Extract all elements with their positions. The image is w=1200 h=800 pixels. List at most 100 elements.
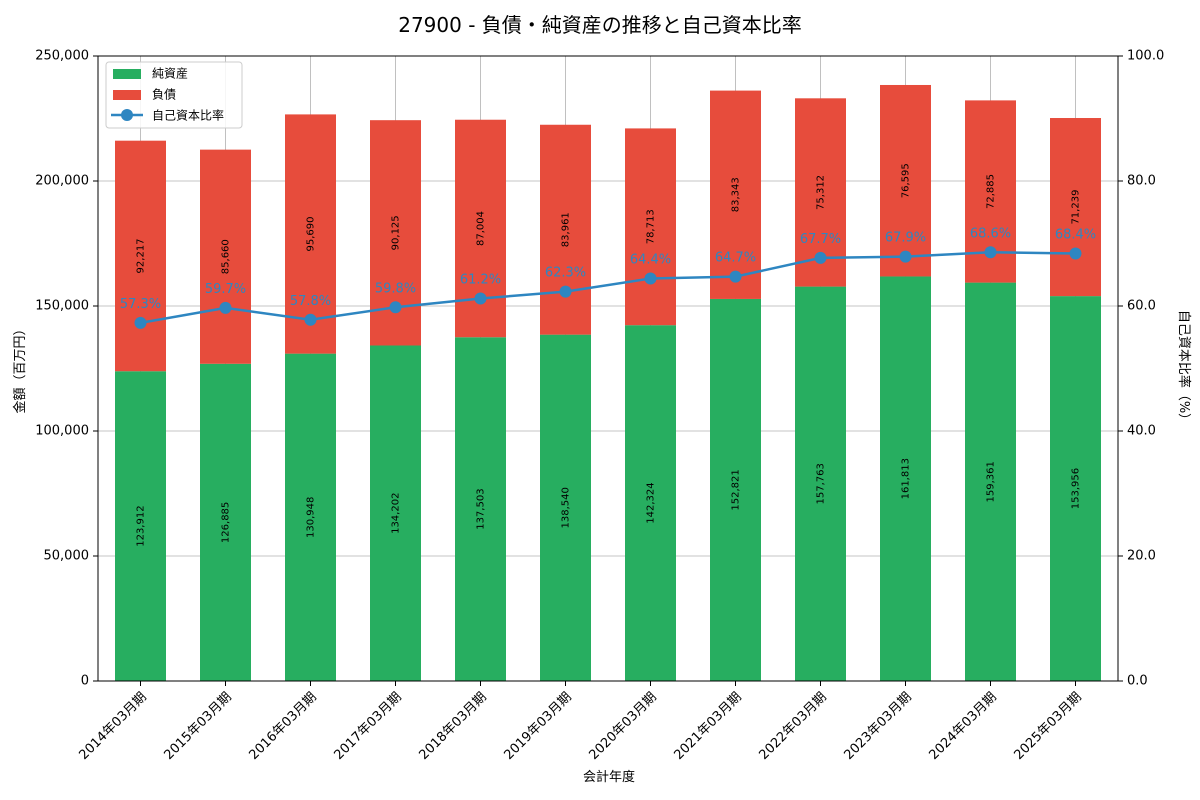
bar-value-label-liability: 87,004 bbox=[476, 211, 487, 246]
ratio-value-label: 59.8% bbox=[375, 281, 416, 296]
x-tick-label: 2022年03月期 bbox=[757, 690, 830, 763]
y-tick-label: 0 bbox=[81, 674, 89, 689]
bar-value-label-equity: 142,324 bbox=[646, 482, 657, 523]
bar-value-label-liability: 75,312 bbox=[816, 175, 827, 210]
y2-tick-label: 60.0 bbox=[1127, 299, 1156, 314]
ratio-value-label: 57.8% bbox=[290, 294, 331, 309]
x-tick-label: 2023年03月期 bbox=[842, 690, 915, 763]
x-tick-label: 2021年03月期 bbox=[672, 690, 745, 763]
bar-equity bbox=[965, 282, 1016, 681]
bar-liability bbox=[115, 140, 166, 372]
legend-swatch-ratio-marker bbox=[121, 109, 133, 121]
ratio-value-label: 68.6% bbox=[970, 226, 1011, 241]
legend-label-equity: 純資産 bbox=[152, 66, 188, 81]
y2-tick-label: 100.0 bbox=[1127, 49, 1164, 64]
legend-swatch-equity bbox=[113, 69, 141, 79]
x-tick-label: 2019年03月期 bbox=[502, 690, 575, 763]
bar-equity bbox=[200, 363, 251, 681]
bar-value-label-equity: 161,813 bbox=[901, 458, 912, 499]
bar-value-label-liability: 78,713 bbox=[646, 209, 657, 244]
x-tick-label: 2020年03月期 bbox=[587, 690, 660, 763]
ratio-value-label: 68.4% bbox=[1055, 228, 1096, 243]
bar-value-label-equity: 153,956 bbox=[1071, 468, 1082, 509]
ratio-value-label: 64.4% bbox=[630, 253, 671, 268]
bar-liability bbox=[710, 90, 761, 299]
ratio-point bbox=[644, 272, 657, 285]
ratio-value-label: 64.7% bbox=[715, 251, 756, 266]
bar-value-label-liability: 95,690 bbox=[306, 217, 317, 252]
bar-liability bbox=[540, 124, 591, 335]
bar-value-label-equity: 130,948 bbox=[306, 497, 317, 538]
ratio-value-label: 67.9% bbox=[885, 231, 926, 246]
y2-tick-label: 0.0 bbox=[1127, 674, 1148, 689]
bar-value-label-equity: 123,912 bbox=[136, 505, 147, 546]
ratio-line-layer: 57.3% 59.7% 57.8% 59.8% 61.2% 62.3% 64.4% 64.7%… bbox=[120, 226, 1096, 329]
x-tick-label: 2018年03月期 bbox=[417, 690, 490, 763]
bar-value-label-equity: 152,821 bbox=[731, 469, 742, 510]
ratio-point bbox=[389, 301, 402, 314]
bar-value-label-equity: 157,763 bbox=[816, 463, 827, 504]
ratio-point bbox=[219, 301, 232, 314]
x-tick-label: 2015年03月期 bbox=[162, 690, 235, 763]
x-axis-label: 会計年度 bbox=[583, 769, 635, 785]
y-tick-label: 250,000 bbox=[35, 49, 89, 64]
bar-equity bbox=[625, 325, 676, 681]
plot-frame bbox=[97, 55, 1119, 682]
bar-equity bbox=[455, 337, 506, 681]
ratio-value-label: 59.7% bbox=[205, 282, 246, 297]
bar-value-label-equity: 126,885 bbox=[221, 502, 232, 543]
bar-liability bbox=[625, 128, 676, 326]
bar-value-label-liability: 90,125 bbox=[391, 215, 402, 250]
bar-value-label-liability: 72,885 bbox=[986, 174, 997, 209]
y2-axis-label: 自己資本比率（%） bbox=[1176, 310, 1192, 426]
bar-value-label-equity: 137,503 bbox=[476, 488, 487, 529]
bar-value-label-liability: 76,595 bbox=[901, 163, 912, 198]
bar-value-label-liability: 83,961 bbox=[561, 212, 572, 247]
bar-liability bbox=[880, 84, 931, 277]
ratio-point bbox=[1069, 247, 1082, 260]
ratio-point bbox=[729, 270, 742, 283]
y-axis-label: 金額（百万円） bbox=[12, 322, 28, 413]
bar-value-label-liability: 71,239 bbox=[1071, 190, 1082, 225]
bar-value-label-liability: 83,343 bbox=[731, 177, 742, 212]
ratio-point bbox=[474, 292, 487, 305]
bar-equity bbox=[370, 345, 421, 681]
ratio-value-label: 57.3% bbox=[120, 297, 161, 312]
bar-liability bbox=[200, 149, 251, 364]
x-tick-label: 2025年03月期 bbox=[1012, 690, 1085, 763]
ratio-value-label: 62.3% bbox=[545, 266, 586, 281]
bar-value-label-equity: 134,202 bbox=[391, 493, 402, 534]
bar-equity bbox=[115, 371, 166, 681]
y-tick-label: 200,000 bbox=[35, 174, 89, 189]
ratio-line bbox=[140, 250, 1076, 325]
ratio-point bbox=[304, 313, 317, 326]
ratio-point bbox=[899, 250, 912, 263]
ratio-value-label: 67.7% bbox=[800, 232, 841, 247]
y-tick-label: 50,000 bbox=[44, 549, 90, 564]
bars-layer: 123,912 92,217 126,885 85,660 130,948 95,690 1… bbox=[115, 84, 1101, 681]
y-tick-label: 100,000 bbox=[35, 424, 89, 439]
ratio-point bbox=[134, 316, 147, 329]
bar-value-label-equity: 138,540 bbox=[561, 487, 572, 528]
x-tick-label: 2016年03月期 bbox=[247, 690, 320, 763]
chart-title: 27900 - 負債・純資産の推移と自己資本比率 bbox=[398, 13, 802, 37]
legend-label-ratio: 自己資本比率 bbox=[152, 108, 224, 123]
y2-tick-label: 80.0 bbox=[1127, 174, 1156, 189]
bar-equity bbox=[1050, 296, 1101, 681]
y-tick-label: 150,000 bbox=[35, 299, 89, 314]
bar-equity bbox=[710, 298, 761, 681]
bar-value-label-liability: 85,660 bbox=[221, 239, 232, 274]
bar-liability bbox=[1050, 118, 1101, 297]
y2-tick-label: 40.0 bbox=[1127, 424, 1156, 439]
bar-value-label-equity: 159,361 bbox=[986, 461, 997, 502]
ratio-point bbox=[814, 251, 827, 264]
bar-value-label-liability: 92,217 bbox=[136, 238, 147, 273]
legend-label-liability: 負債 bbox=[152, 87, 176, 102]
y2-tick-label: 20.0 bbox=[1127, 549, 1156, 564]
ratio-point bbox=[559, 285, 572, 298]
bar-equity bbox=[795, 286, 846, 681]
ratio-value-label: 61.2% bbox=[460, 273, 501, 288]
